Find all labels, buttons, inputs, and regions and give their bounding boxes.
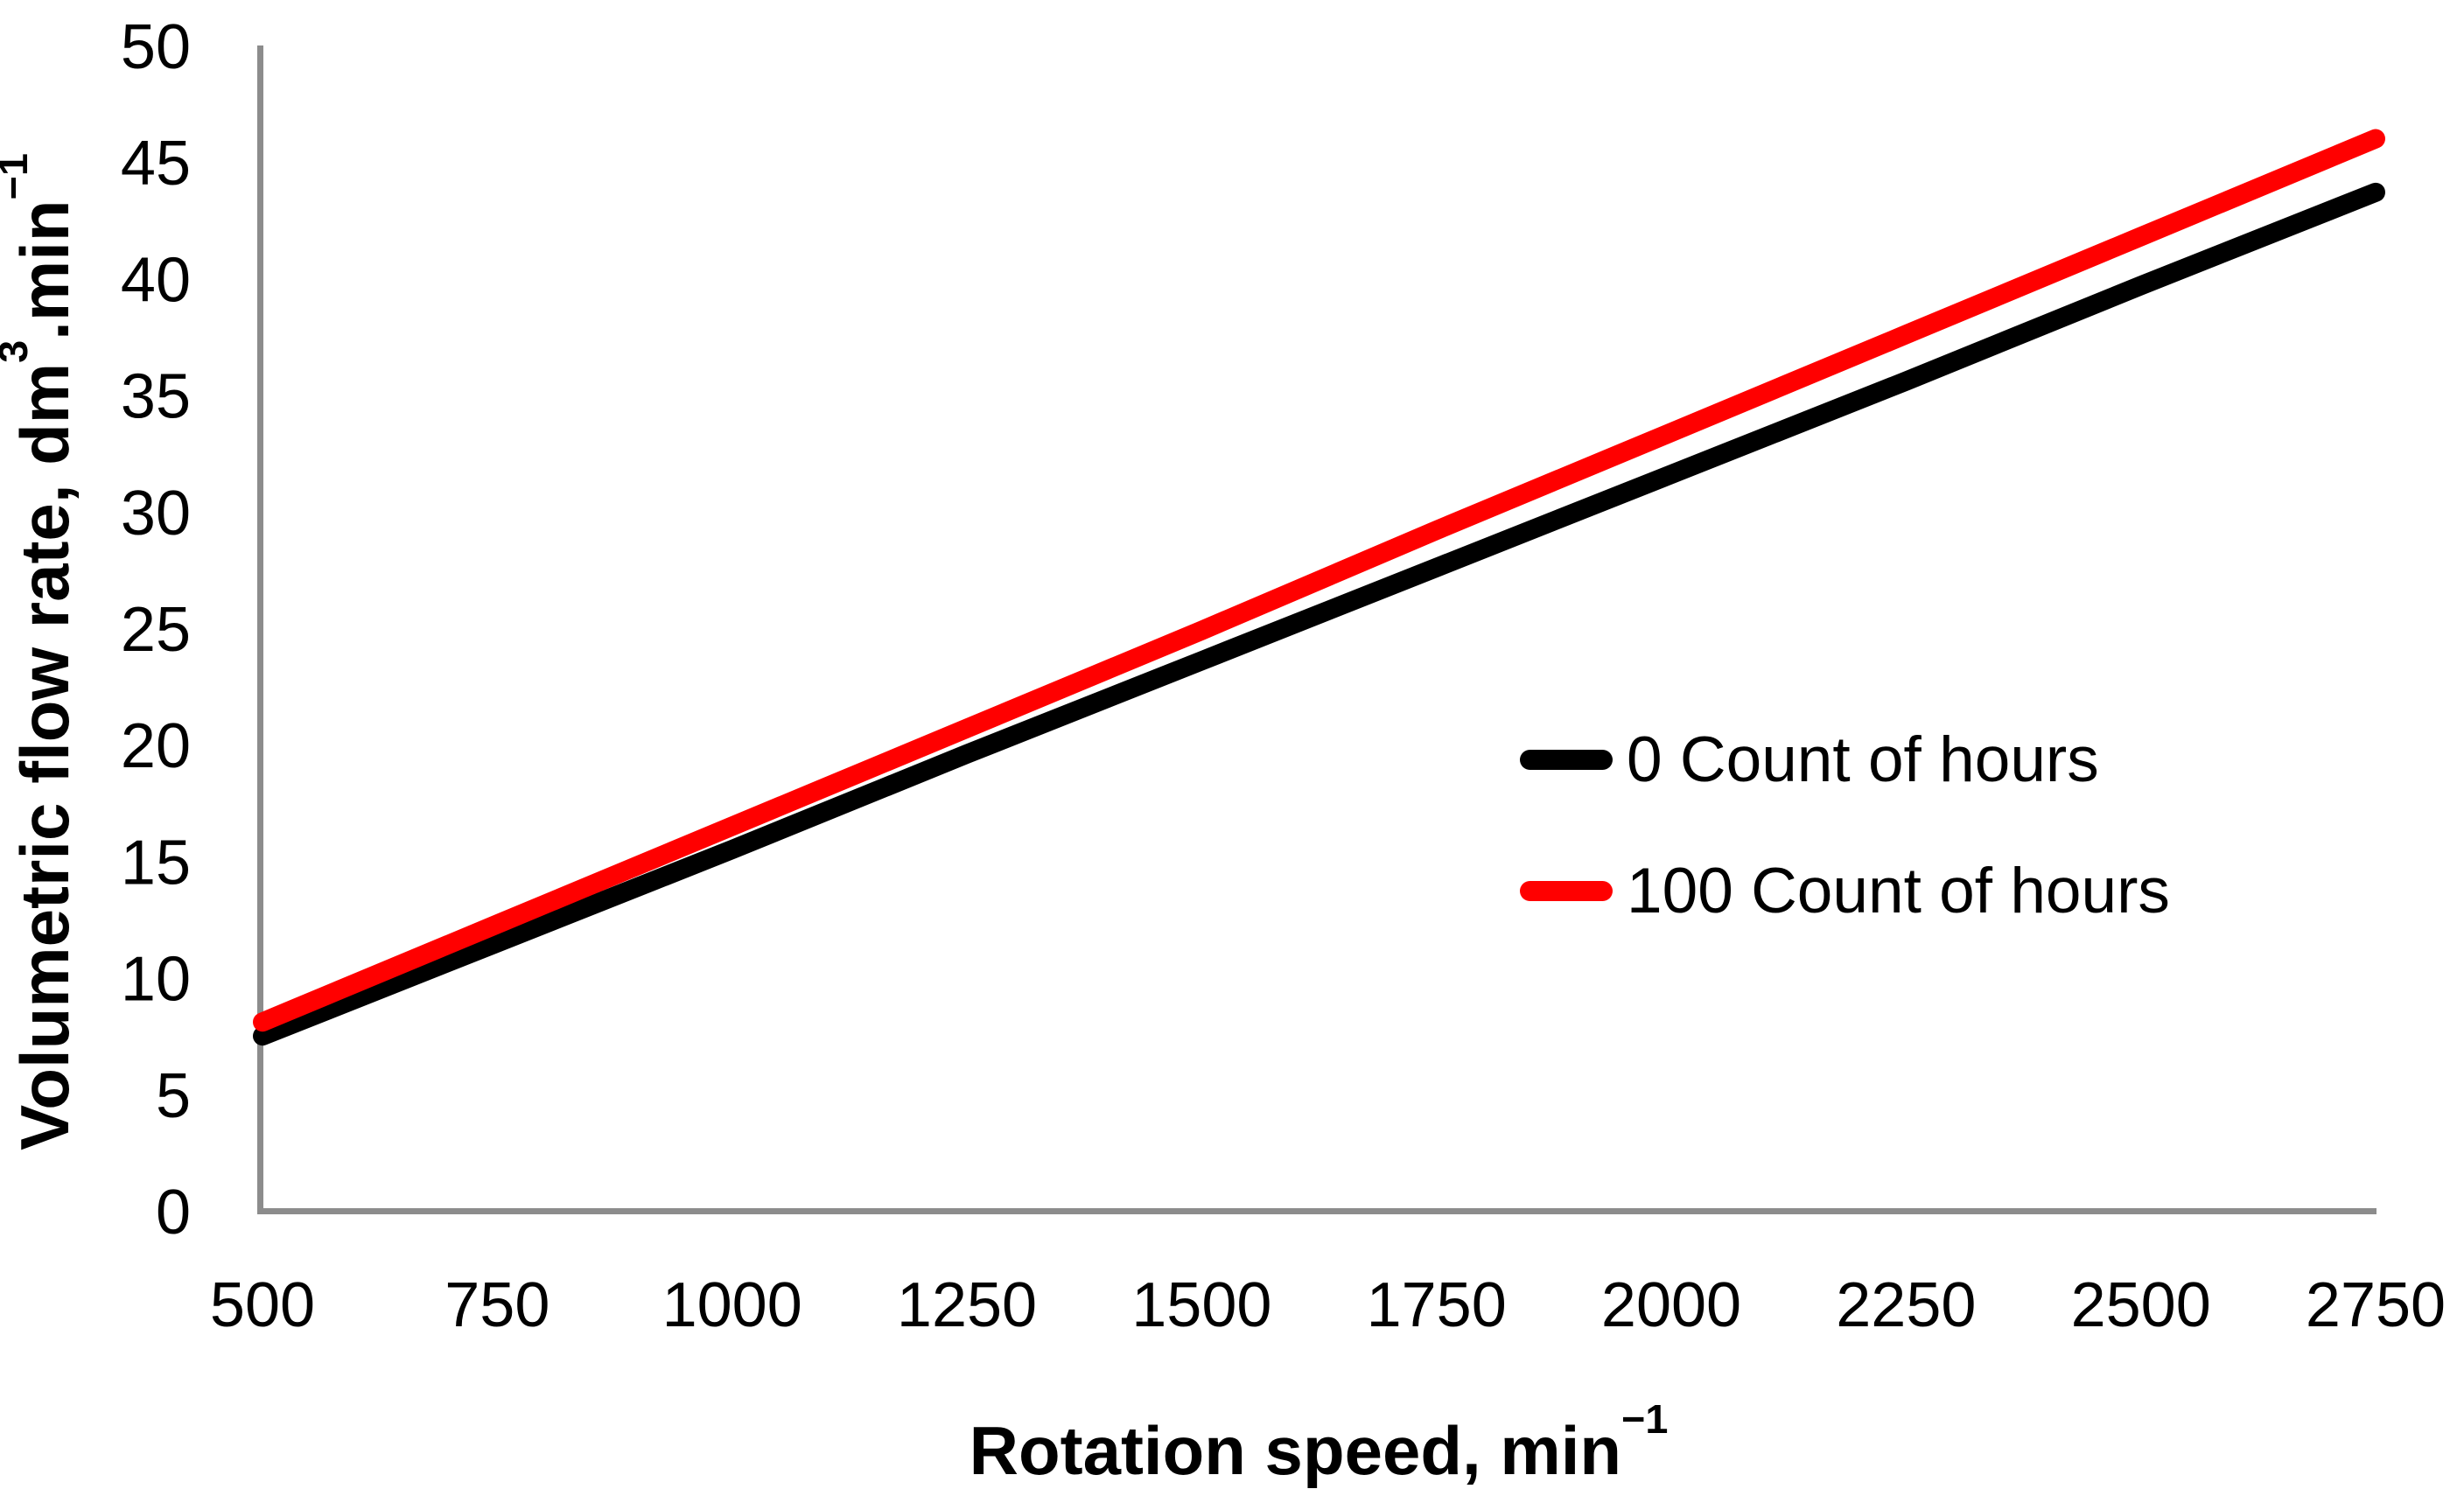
- x-tick-label: 2750: [2306, 1270, 2446, 1340]
- y-tick-label: 40: [121, 245, 191, 315]
- x-tick-label: 1500: [1131, 1270, 1271, 1340]
- y-tick-label: 30: [121, 479, 191, 549]
- x-tick-label: 1000: [662, 1270, 802, 1340]
- y-axis-title-sup3: 3: [0, 340, 36, 363]
- x-axis-title-sup-minus1: −1: [1621, 1396, 1669, 1443]
- y-tick-label: 25: [121, 595, 191, 665]
- y-axis-title: Volumetric flow rate, dm3.min−1: [0, 17, 118, 1286]
- x-axis-title: Rotation speed, min−1: [260, 1396, 2377, 1493]
- y-tick-label: 50: [121, 12, 191, 82]
- series-line-100-count-of-hours: [253, 129, 2385, 1032]
- x-tick-label: 750: [444, 1270, 550, 1340]
- y-tick-label: 5: [156, 1061, 191, 1131]
- x-tick-label: 2000: [1601, 1270, 1741, 1340]
- y-axis-title-sup-minus1: −1: [0, 153, 37, 200]
- legend: 0 Count of hours 100 Count of hours: [1520, 724, 2170, 926]
- legend-item-100-count-of-hours: 100 Count of hours: [1520, 855, 2170, 926]
- series-line-0-count-of-hours: [253, 182, 2385, 1046]
- y-tick-label: 35: [121, 362, 191, 432]
- legend-label: 0 Count of hours: [1627, 724, 2099, 795]
- x-axis-title-text: Rotation speed, min: [969, 1412, 1622, 1489]
- y-tick-label: 10: [121, 945, 191, 1015]
- x-tick-label: 1250: [897, 1270, 1037, 1340]
- legend-item-0-count-of-hours: 0 Count of hours: [1520, 724, 2170, 795]
- legend-label: 100 Count of hours: [1627, 855, 2170, 926]
- x-tick-label: 2500: [2071, 1270, 2211, 1340]
- y-tick-label: 20: [121, 711, 191, 781]
- x-tick-label: 2250: [1836, 1270, 1976, 1340]
- y-tick-label: 0: [156, 1178, 191, 1248]
- x-tick-label: 1750: [1367, 1270, 1507, 1340]
- x-tick-label: 500: [210, 1270, 315, 1340]
- y-tick-label: 45: [121, 129, 191, 199]
- y-axis-title-mid: .min: [6, 199, 83, 340]
- legend-line-swatch-black: [1520, 749, 1613, 770]
- y-axis-title-text: Volumetric flow rate, dm: [6, 362, 83, 1150]
- y-tick-label: 15: [121, 828, 191, 898]
- legend-line-swatch-red: [1520, 880, 1613, 901]
